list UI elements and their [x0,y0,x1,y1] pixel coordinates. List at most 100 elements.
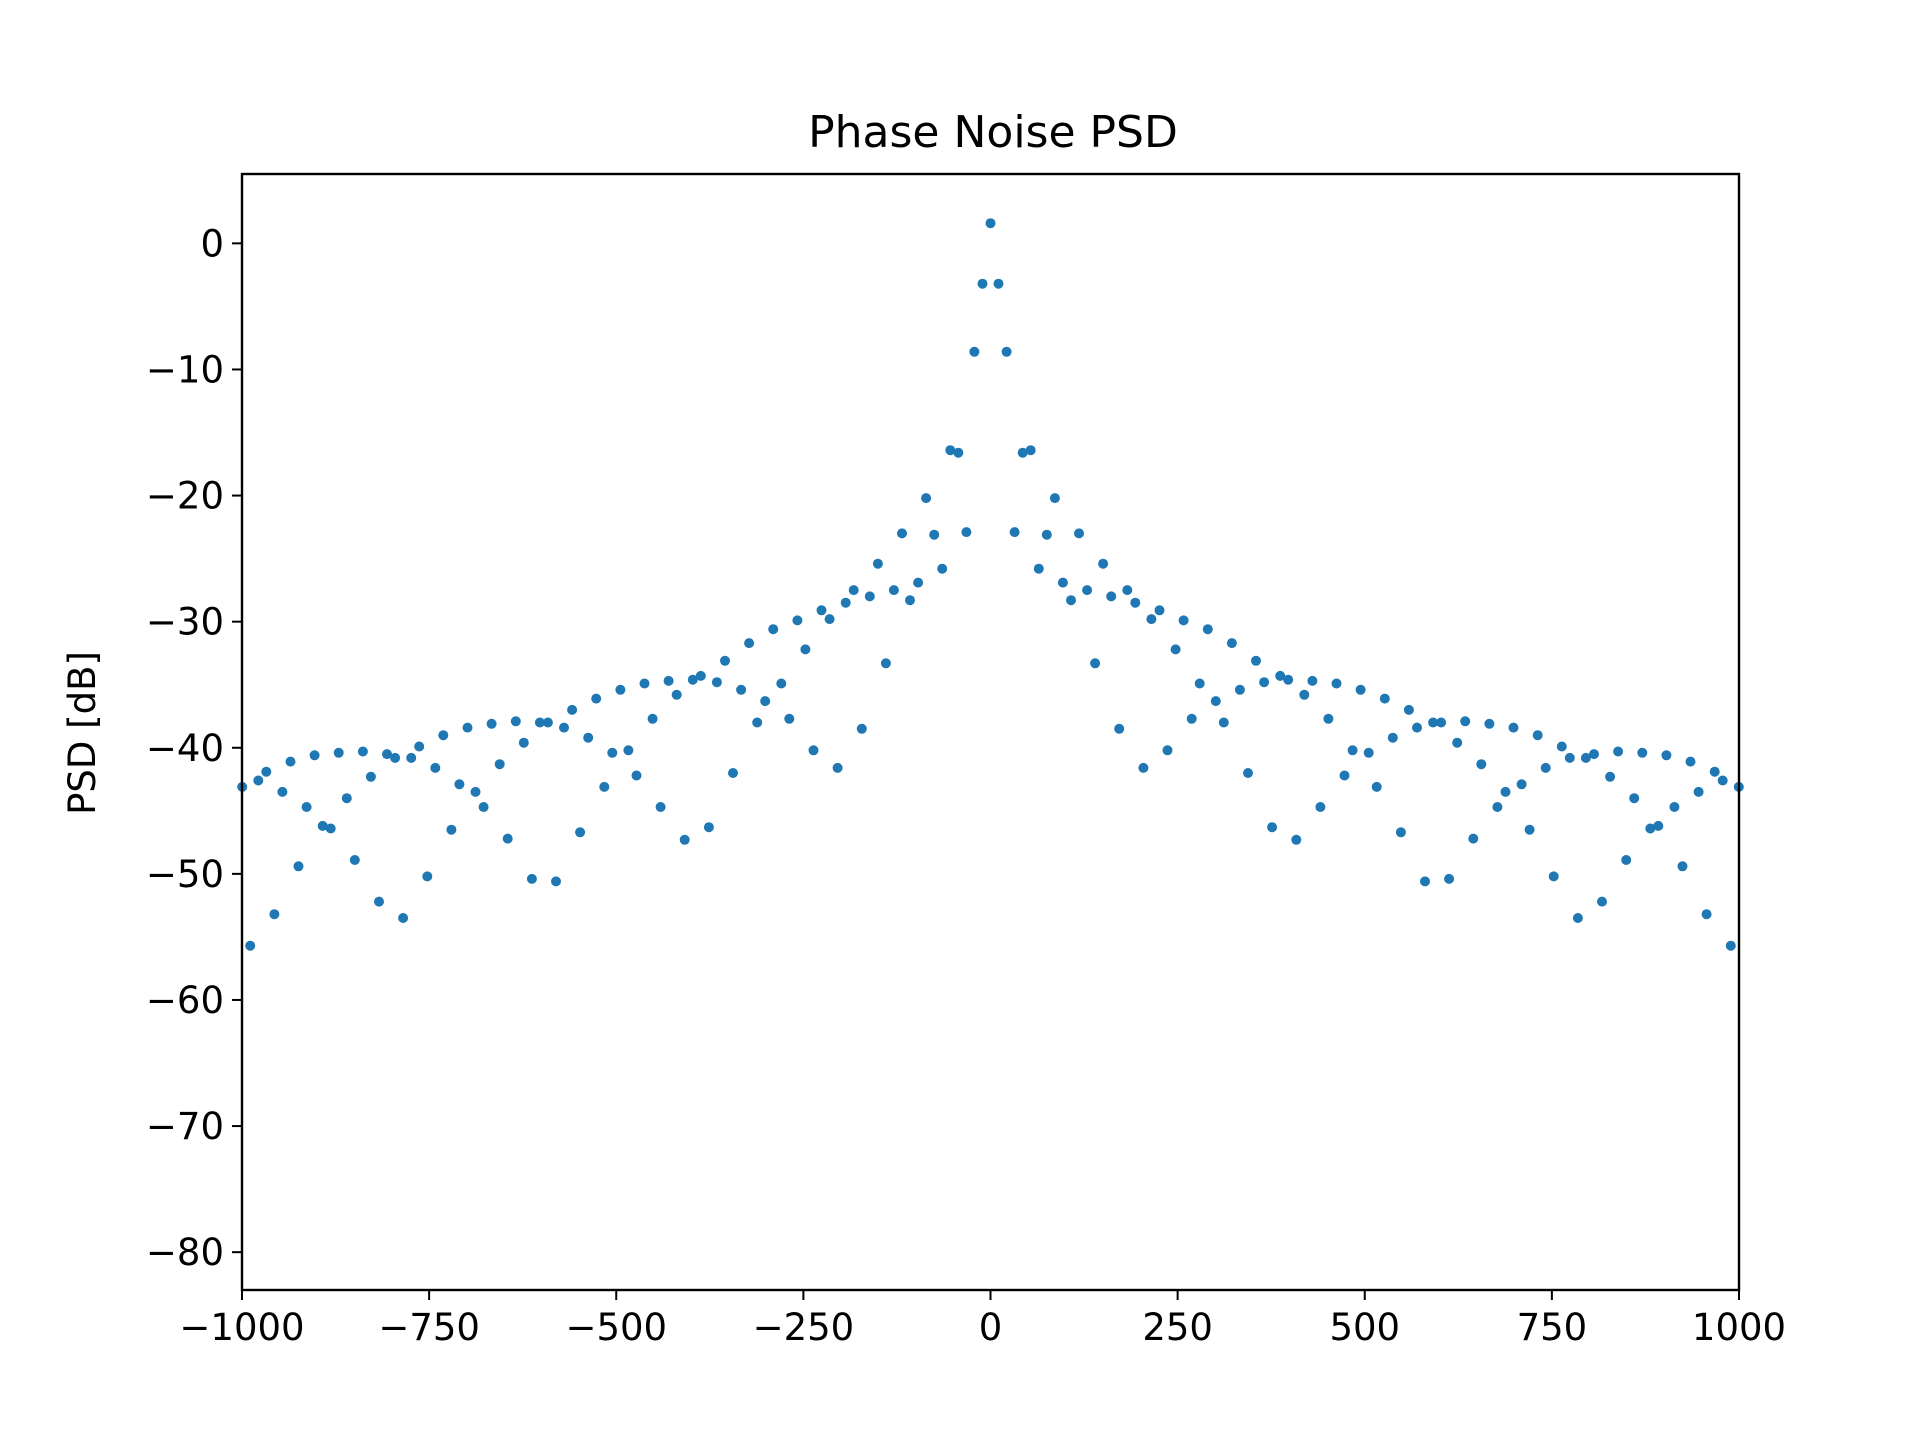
y-tick-label: −10 [146,348,224,391]
data-point [454,779,465,790]
x-tick-label: 0 [979,1306,1003,1349]
data-point [494,759,505,770]
data-point [1717,775,1728,786]
data-point [832,762,843,773]
data-point [1154,605,1165,616]
data-point [293,861,304,872]
data-point [711,677,722,688]
data-point [752,717,763,728]
data-point [526,873,537,884]
data-point [1186,713,1197,724]
data-point [864,591,875,602]
data-point [510,716,521,727]
data-point [269,909,280,920]
x-axis: −1000 −750 −500 −250 0 250 500 750 1000 [179,1290,1786,1349]
y-tick-label: −60 [146,979,224,1022]
x-tick-label: 1000 [1692,1306,1786,1349]
data-point [728,768,738,778]
data-point [575,827,586,838]
data-point [551,876,561,887]
data-point [607,747,618,758]
data-point [1548,871,1559,882]
data-point [478,802,489,812]
data-point [872,558,883,569]
data-point [1387,732,1398,743]
data-point [438,730,449,741]
data-point [1001,346,1012,357]
data-point [1613,746,1624,757]
x-tick-label: 750 [1517,1306,1588,1349]
data-point [1403,704,1414,715]
data-point [462,722,473,733]
data-point [325,823,336,834]
data-point [720,655,730,666]
data-point [784,713,795,724]
data-point [277,786,288,797]
data-point [913,577,924,588]
data-point [1580,752,1591,763]
data-point [977,278,988,289]
data-point [502,833,513,844]
data-point [1645,823,1656,834]
data-point [1500,786,1511,797]
data-point [1339,770,1350,781]
y-tick-label: −20 [146,475,224,518]
data-point [921,493,932,504]
data-point [1516,779,1527,790]
data-point [1025,445,1036,456]
data-point [1049,493,1060,504]
data-point [961,527,972,538]
data-point [1315,802,1326,812]
data-point [993,278,1004,289]
data-point [1202,624,1213,635]
data-point [1524,824,1535,835]
data-point [486,718,497,729]
data-point [1267,822,1278,833]
data-point [1693,786,1704,797]
y-tick-label: −30 [146,601,224,644]
data-point [824,614,835,625]
data-point [808,745,819,756]
data-point [880,658,891,669]
data-point [309,750,320,761]
data-point [1283,674,1294,685]
data-point [357,746,368,757]
data-point [1476,759,1487,770]
data-point [1677,861,1688,872]
data-point [1420,876,1430,887]
data-point [1508,722,1519,733]
data-point [1597,896,1607,907]
chart-title: Phase Noise PSD [808,107,1178,158]
data-point [1484,718,1495,729]
data-point [1243,768,1253,778]
data-point [1226,638,1237,649]
data-point [1009,527,1020,538]
data-point [1460,716,1471,727]
data-point [1275,670,1286,681]
x-tick-label: −500 [565,1306,667,1349]
data-point [1492,802,1503,812]
data-point [1564,752,1575,763]
data-point [261,766,272,777]
data-point [317,820,328,831]
data-point [623,745,634,756]
data-point [333,747,344,758]
data-point [285,756,296,767]
data-point [1146,614,1157,625]
data-point [1468,833,1479,844]
data-point [599,781,610,792]
data-point [1210,696,1221,707]
data-point [671,689,682,700]
data-point [1074,528,1084,539]
data-point [534,717,545,728]
data-point [1653,820,1664,831]
data-point [1621,855,1632,865]
data-point [1556,741,1567,752]
data-point [1291,834,1302,845]
data-point [1218,717,1229,728]
data-point [695,670,706,681]
data-point [446,824,457,835]
data-point [1355,684,1366,695]
data-point [1138,762,1149,773]
data-point [905,595,915,606]
